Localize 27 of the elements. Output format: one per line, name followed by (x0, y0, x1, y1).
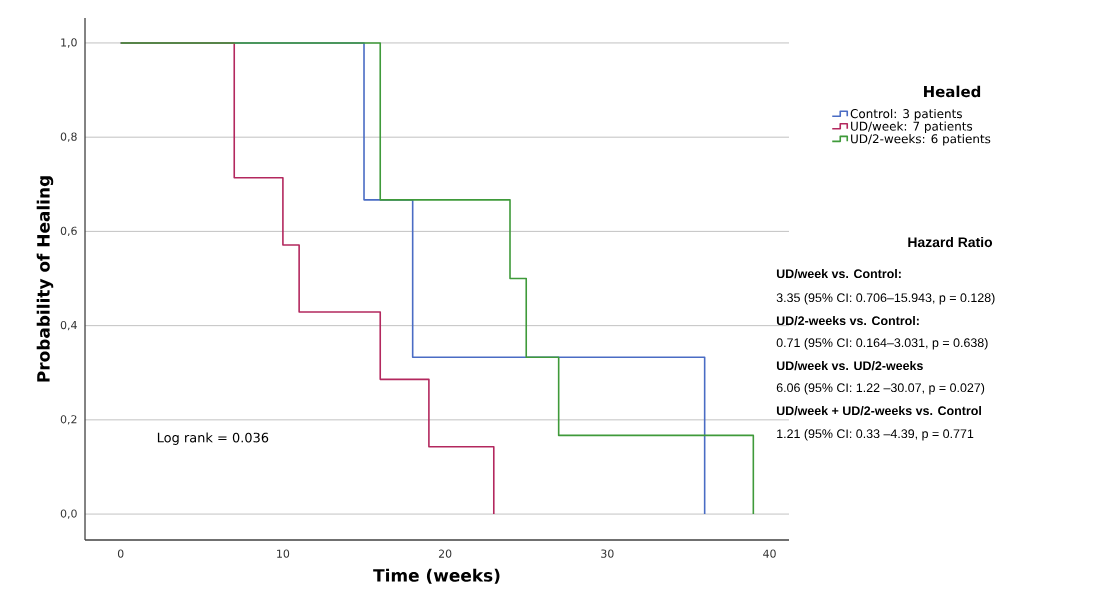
annotation: UD/week vs. Control: (776, 268, 901, 279)
annotation: UD/week + UD/2-weeks vs. Control (776, 405, 981, 416)
legend-label: Control: 3 patients (850, 108, 962, 121)
annotation: 6.06 (95% CI: 1.22 –30.07, p = 0.027) (776, 382, 985, 395)
annotation: 3.35 (95% CI: 0.706–15.943, p = 0.128) (776, 292, 995, 305)
annotation: 1.21 (95% CI: 0.33 –4.39, p = 0.771 (777, 428, 974, 441)
annotation: UD/2-weeks vs. Control: (776, 315, 919, 326)
annotation: Log rank = 0.036 (157, 432, 269, 445)
annotation: UD/week vs. UD/2-weeks (776, 360, 923, 371)
legend-label: UD/2-weeks: 6 patients (851, 134, 991, 146)
y-tick-label: 1,0 (61, 38, 77, 48)
x-axis-title: Time (weeks) (373, 568, 500, 584)
x-tick-label: 10 (277, 549, 290, 558)
x-tick-label: 30 (601, 549, 614, 558)
text: Hazard Ratio (908, 236, 993, 248)
y-tick-label: 0,4 (60, 320, 77, 331)
y-tick-label: 0,8 (60, 132, 77, 142)
legend-label: UD/week: 7 patients (851, 121, 973, 134)
legend-title: Healed (924, 85, 981, 98)
x-tick-label: 0 (117, 549, 124, 558)
y-tick-label: 0,2 (60, 415, 77, 425)
y-tick-label: 0,6 (60, 226, 77, 237)
x-tick-label: 20 (438, 549, 452, 558)
y-tick-label: 0,0 (60, 509, 77, 519)
annotation: 0.71 (95% CI: 0.164–3.031, p = 0.638) (776, 337, 988, 350)
y-axis-title: Probability of Healing (36, 176, 54, 382)
x-tick-label: 40 (763, 549, 776, 558)
